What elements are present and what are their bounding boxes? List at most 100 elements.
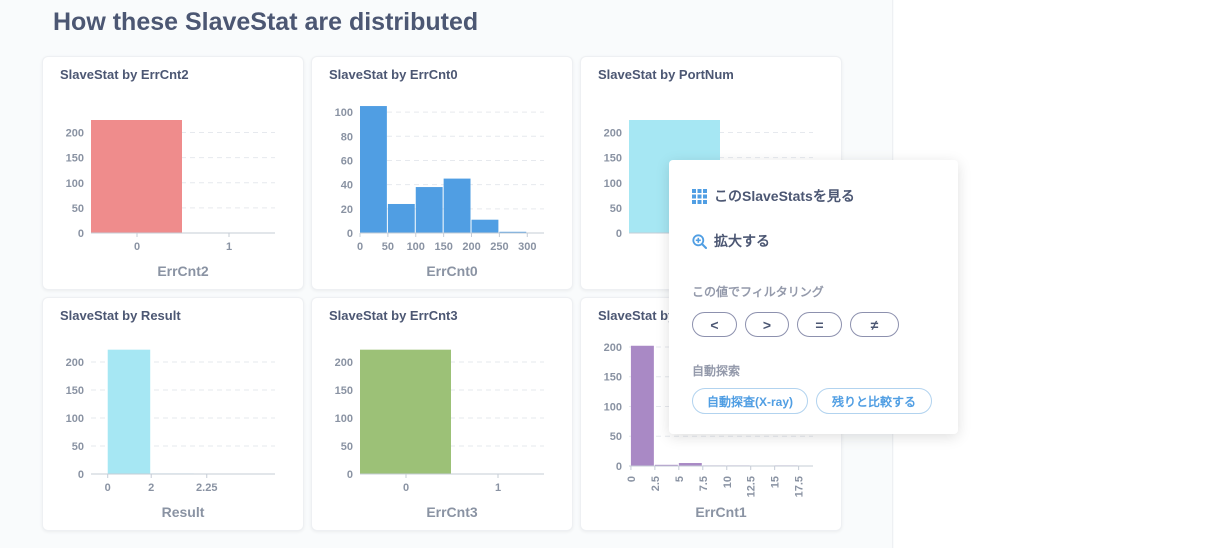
y-tick-label: 0 bbox=[347, 228, 353, 240]
x-tick-label: 10 bbox=[722, 476, 734, 488]
bar bbox=[360, 349, 451, 474]
x-tick-label: 2 bbox=[148, 482, 154, 494]
y-tick-label: 20 bbox=[341, 204, 353, 216]
x-tick-label: 1 bbox=[226, 241, 232, 253]
y-tick-label: 150 bbox=[335, 385, 353, 397]
x-axis-title: ErrCnt2 bbox=[157, 263, 209, 279]
bar bbox=[630, 345, 654, 466]
x-tick-label: 0 bbox=[403, 482, 409, 494]
chart-click-popover: このSlaveStatsを見る 拡大する この値でフィルタリング < > = ≠… bbox=[669, 160, 958, 434]
card-title: SlaveStat by ErrCnt2 bbox=[60, 67, 189, 82]
y-tick-label: 200 bbox=[335, 357, 353, 369]
x-tick-label: 150 bbox=[434, 241, 452, 253]
chart-errcnt3[interactable]: 0 50 100 150 200 0 1 ErrCnt3 bbox=[312, 298, 574, 532]
y-tick-label: 200 bbox=[604, 342, 622, 354]
x-tick-label: 2.5 bbox=[650, 476, 662, 491]
y-tick-label: 150 bbox=[66, 153, 84, 165]
y-tick-label: 150 bbox=[66, 385, 84, 397]
x-tick-label: 12.5 bbox=[746, 476, 758, 497]
compare-to-rest-button[interactable]: 残りと比較する bbox=[816, 388, 932, 414]
x-tick-label: 15 bbox=[770, 476, 782, 488]
x-tick-label: 7.5 bbox=[698, 476, 710, 491]
x-axis-title: Result bbox=[162, 504, 205, 520]
x-tick-label: 1 bbox=[495, 482, 501, 494]
zoom-in-label: 拡大する bbox=[714, 233, 770, 249]
x-tick-label: 100 bbox=[407, 241, 425, 253]
chart-result[interactable]: 0 50 100 150 200 0 2 2.25 Result bbox=[43, 298, 305, 532]
chart-card-errcnt0[interactable]: SlaveStat by ErrCnt0 0 20 40 60 80 100 0 50 100 1… bbox=[311, 56, 573, 290]
xray-button[interactable]: 自動探査(X-ray) bbox=[692, 388, 808, 414]
y-tick-label: 200 bbox=[604, 128, 622, 140]
card-title: SlaveStat by ErrCnt0 bbox=[329, 67, 458, 82]
chart-card-result[interactable]: SlaveStat by Result 0 50 100 150 200 0 2 2.25 Re… bbox=[42, 297, 304, 531]
x-tick-label: 0 bbox=[134, 241, 140, 253]
bar bbox=[107, 349, 151, 474]
y-tick-label: 0 bbox=[616, 228, 622, 240]
y-tick-label: 150 bbox=[604, 372, 622, 384]
y-tick-label: 50 bbox=[341, 441, 353, 453]
y-tick-label: 100 bbox=[66, 413, 84, 425]
y-tick-label: 0 bbox=[78, 228, 84, 240]
y-tick-label: 100 bbox=[604, 401, 622, 413]
x-tick-label: 5 bbox=[674, 476, 686, 482]
x-axis-title: ErrCnt0 bbox=[426, 263, 478, 279]
auto-explore-heading: 自動探索 bbox=[692, 364, 741, 378]
y-tick-label: 80 bbox=[341, 131, 353, 143]
y-tick-label: 100 bbox=[335, 413, 353, 425]
y-tick-label: 0 bbox=[616, 461, 622, 473]
y-tick-label: 0 bbox=[78, 469, 84, 481]
zoom-in-icon bbox=[692, 233, 707, 249]
bar bbox=[471, 219, 499, 233]
y-tick-label: 100 bbox=[604, 178, 622, 190]
x-tick-label: 300 bbox=[518, 241, 536, 253]
y-tick-label: 100 bbox=[335, 107, 353, 119]
y-tick-label: 50 bbox=[610, 431, 622, 443]
bar bbox=[654, 464, 678, 466]
y-tick-label: 100 bbox=[66, 178, 84, 190]
card-title: SlaveStat by ErrCnt3 bbox=[329, 308, 458, 323]
x-tick-label: 50 bbox=[382, 241, 394, 253]
x-tick-label: 17.5 bbox=[794, 476, 806, 497]
y-tick-label: 50 bbox=[610, 203, 622, 215]
filter-less-than-button[interactable]: < bbox=[692, 312, 737, 337]
filter-greater-than-button[interactable]: > bbox=[745, 312, 789, 337]
y-tick-label: 200 bbox=[66, 128, 84, 140]
y-tick-label: 60 bbox=[341, 155, 353, 167]
chart-errcnt0[interactable]: 0 20 40 60 80 100 0 50 100 150 200 250 300 ErrCnt0 bbox=[312, 57, 574, 291]
y-tick-label: 50 bbox=[72, 441, 84, 453]
bar bbox=[91, 120, 182, 233]
y-tick-label: 150 bbox=[604, 153, 622, 165]
filter-equal-button[interactable]: = bbox=[797, 312, 842, 337]
chart-card-errcnt3[interactable]: SlaveStat by ErrCnt3 0 50 100 150 200 0 1 ErrCn… bbox=[311, 297, 573, 531]
zoom-in-action[interactable]: 拡大する bbox=[692, 231, 770, 251]
bar bbox=[499, 231, 527, 233]
card-title: SlaveStat by PortNum bbox=[598, 67, 734, 82]
bar bbox=[415, 187, 443, 233]
chart-errcnt1[interactable]: 0 50 100 150 200 0 2.5 5 7.5 10 12.5 15 17.5 ErrCnt1 bbox=[581, 298, 843, 532]
bar bbox=[360, 106, 387, 233]
y-tick-label: 40 bbox=[341, 180, 353, 192]
x-tick-label: 0 bbox=[357, 241, 363, 253]
y-tick-label: 50 bbox=[72, 203, 84, 215]
card-title: SlaveStat by Result bbox=[60, 308, 181, 323]
bar bbox=[678, 463, 702, 466]
bar bbox=[443, 178, 471, 233]
x-tick-label: 2.25 bbox=[196, 482, 217, 494]
x-axis-title: ErrCnt3 bbox=[426, 504, 478, 520]
y-tick-label: 200 bbox=[66, 357, 84, 369]
filter-heading: この値でフィルタリング bbox=[692, 285, 824, 299]
x-axis-title: ErrCnt1 bbox=[695, 504, 747, 520]
chart-errcnt2[interactable]: 0 50 100 150 200 0 1 ErrCnt2 bbox=[43, 57, 305, 291]
view-records-action[interactable]: このSlaveStatsを見る bbox=[692, 186, 855, 206]
bar bbox=[387, 203, 415, 233]
view-records-label: このSlaveStatsを見る bbox=[714, 188, 855, 204]
grid-icon bbox=[692, 188, 707, 204]
y-tick-label: 0 bbox=[347, 469, 353, 481]
x-tick-label: 250 bbox=[490, 241, 508, 253]
x-tick-label: 200 bbox=[462, 241, 480, 253]
x-tick-label: 0 bbox=[105, 482, 111, 494]
chart-card-errcnt2[interactable]: SlaveStat by ErrCnt2 0 50 100 150 200 0 1 ErrCn… bbox=[42, 56, 304, 290]
x-tick-label: 0 bbox=[626, 476, 638, 482]
filter-not-equal-button[interactable]: ≠ bbox=[850, 312, 899, 337]
page-title: How these SlaveStat are distributed bbox=[53, 8, 479, 36]
